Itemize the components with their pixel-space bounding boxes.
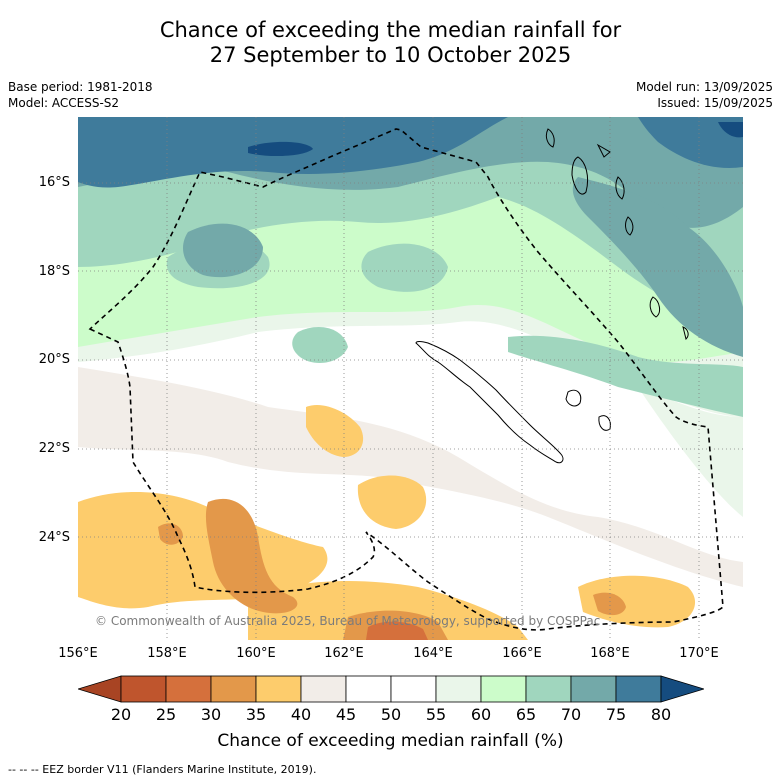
lon-label-164e: 164°E [413, 646, 453, 661]
model-name: Model: ACCESS-S2 [8, 96, 120, 110]
map-svg [78, 117, 743, 640]
lat-label-16s: 16°S [38, 175, 70, 190]
lon-label-170e: 170°E [679, 646, 719, 661]
colorbar-extend-low [78, 675, 122, 703]
colorbar-segment [120, 675, 167, 703]
lat-label-24s: 24°S [38, 530, 70, 545]
colorbar-segment [210, 675, 257, 703]
colorbar-segment [570, 675, 617, 703]
lat-label-20s: 20°S [38, 352, 70, 367]
colorbar-title: Chance of exceeding median rainfall (%) [217, 731, 564, 751]
contour-35-40-south [248, 581, 528, 640]
cbar-tick-40: 40 [290, 705, 312, 724]
eez-border [88, 128, 724, 631]
lon-label-156e: 156°E [58, 646, 98, 661]
contour-75-80-east [638, 117, 743, 168]
cbar-tick-20: 20 [110, 705, 132, 724]
cbar-tick-60: 60 [470, 705, 492, 724]
contour-65-70-blob3 [292, 327, 348, 363]
contour-65-70-blob2 [361, 243, 448, 292]
contour-55-60-east [638, 387, 743, 517]
gridlines [78, 117, 743, 640]
meta-right: Model run: 13/09/2025 Issued: 15/09/2025 [636, 79, 773, 111]
cbar-tick-25: 25 [155, 705, 177, 724]
colorbar-segment [300, 675, 347, 703]
contour-80plus [248, 141, 313, 157]
title-line-1: Chance of exceeding the median rainfall … [159, 18, 622, 42]
contour-25-30 [366, 621, 428, 640]
contour-55-60 [78, 305, 743, 417]
colorbar-segment [525, 675, 572, 703]
eez-legend: -- -- -- EEZ border V11 (Flanders Marine… [8, 763, 317, 776]
model-run: Model run: 13/09/2025 [635, 80, 773, 94]
contour-35-40-mid [357, 475, 427, 529]
lon-label-160e: 160°E [236, 646, 276, 661]
meta-left: Base period: 1981-2018 Model: ACCESS-S2 [8, 79, 153, 111]
title-line-2: 27 September to 10 October 2025 [209, 43, 572, 67]
contour-30-35-d [593, 592, 626, 616]
contour-35-40-north [306, 404, 364, 457]
colorbar-extend-high [660, 675, 704, 703]
cbar-tick-70: 70 [560, 705, 582, 724]
cbar-tick-50: 50 [380, 705, 402, 724]
colorbar [78, 675, 704, 703]
colorbar-segment [480, 675, 527, 703]
colorbar-segment [435, 675, 482, 703]
vanuatu-islands [545, 128, 689, 340]
cbar-tick-65: 65 [515, 705, 537, 724]
base-period: Base period: 1981-2018 [8, 80, 153, 94]
contour-65-70-east [508, 335, 743, 417]
cbar-tick-75: 75 [605, 705, 627, 724]
cbar-tick-80: 80 [650, 705, 672, 724]
contour-80plus-east [718, 122, 743, 138]
lat-label-22s: 22°S [38, 441, 70, 456]
cbar-tick-55: 55 [425, 705, 447, 724]
contour-30-35-a [205, 498, 298, 614]
colorbar-segment [390, 675, 437, 703]
colorbar-segment [615, 675, 662, 703]
lon-label-162e: 162°E [324, 646, 364, 661]
contour-30-35-b [158, 523, 183, 545]
colorbar-segment [255, 675, 302, 703]
colorbar-segment [345, 675, 392, 703]
cbar-tick-45: 45 [335, 705, 357, 724]
cbar-tick-30: 30 [200, 705, 222, 724]
copyright-notice: © Commonwealth of Australia 2025, Bureau… [95, 614, 601, 628]
new-caledonia-landmass [415, 341, 564, 464]
contour-70-75-blob [183, 223, 263, 278]
contour-70-75-east [572, 177, 743, 357]
rainfall-map [78, 117, 743, 640]
cbar-tick-35: 35 [245, 705, 267, 724]
chart-title: Chance of exceeding the median rainfall … [0, 18, 781, 68]
lon-label-168e: 168°E [590, 646, 630, 661]
lon-label-166e: 166°E [502, 646, 542, 661]
issued-date: Issued: 15/09/2025 [657, 96, 773, 110]
colorbar-segments [78, 675, 704, 703]
colorbar-segment [165, 675, 212, 703]
lon-label-158e: 158°E [147, 646, 187, 661]
lat-label-18s: 18°S [38, 264, 70, 279]
